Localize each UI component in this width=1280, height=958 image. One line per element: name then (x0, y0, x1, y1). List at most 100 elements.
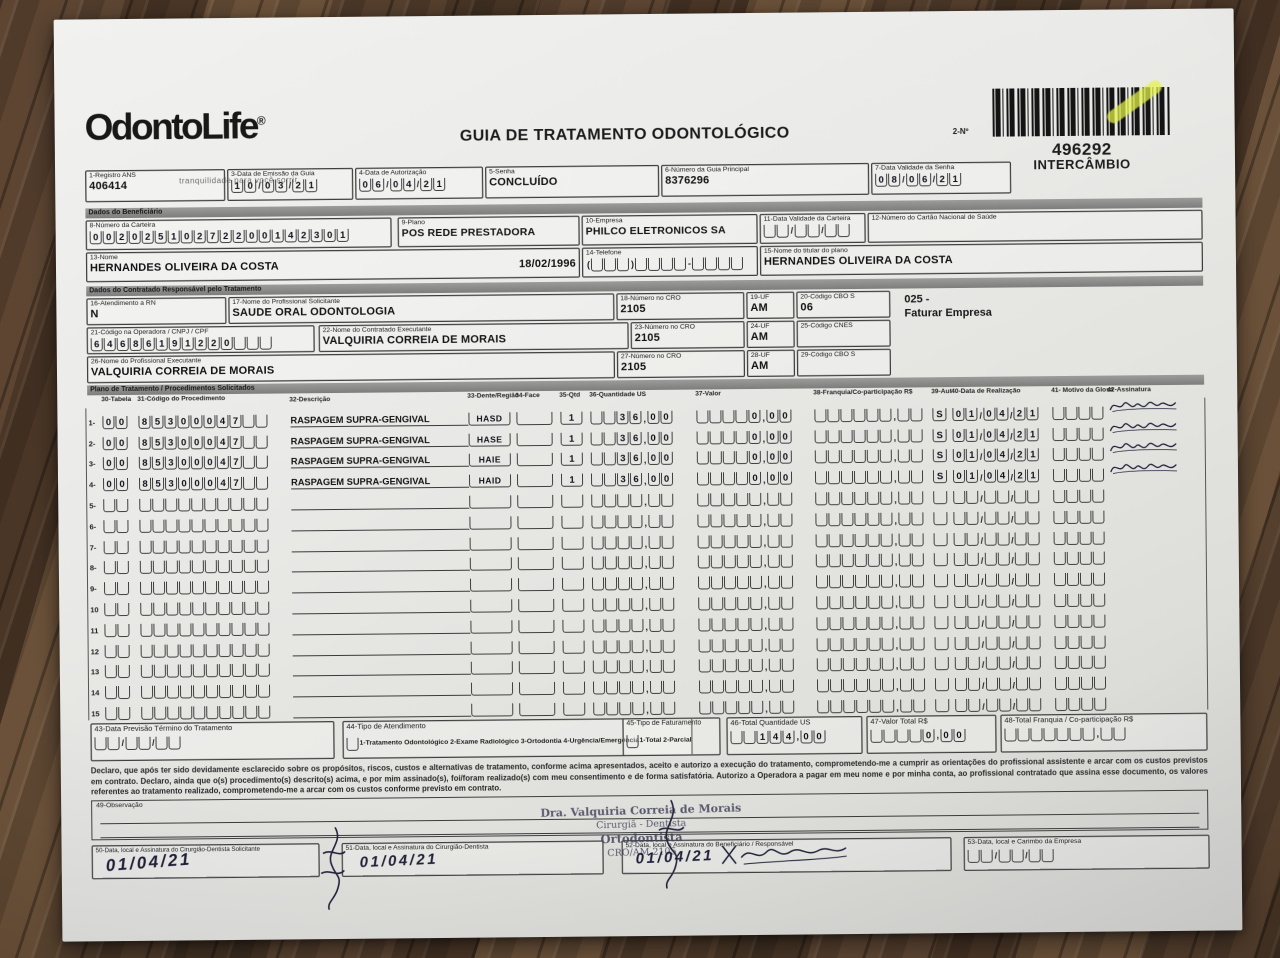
comb-cell (230, 560, 243, 574)
comb-cell: 2 (219, 229, 232, 244)
auth-cell (933, 569, 954, 588)
comb-separator: ( (586, 259, 591, 270)
comb-cell: 0 (812, 730, 826, 744)
procedure-description (292, 662, 471, 677)
comb-cell (562, 681, 586, 695)
comb-cell (709, 451, 722, 465)
comb-cell: 1 (1026, 469, 1040, 483)
comb-cell (1014, 573, 1028, 587)
face-cell (517, 552, 562, 571)
comb-cell (562, 660, 585, 675)
comb-cell (743, 730, 756, 745)
comb-cell (470, 599, 513, 613)
tooth-region-cell (469, 511, 517, 530)
comb-cell (192, 664, 205, 678)
comb-separator: / (258, 180, 261, 191)
comb-cell (517, 557, 554, 571)
comb-cell: 1 (560, 411, 583, 425)
comb-cell: 3 (164, 415, 177, 429)
comb-cell (909, 729, 922, 743)
comb-cell (724, 638, 737, 652)
comb-cell: 3 (616, 452, 629, 466)
comb-cell (1052, 427, 1065, 441)
comb-cell (1052, 448, 1065, 462)
comb-cell (116, 561, 129, 575)
comb-cell (154, 685, 167, 699)
comb-cell (912, 636, 925, 651)
realization-date-comb: / / (954, 610, 1054, 629)
face-cell (518, 594, 562, 613)
realization-date-comb: / / (953, 485, 1053, 505)
comb-cell (722, 409, 735, 424)
comb-cell (933, 491, 948, 505)
total-franquia-comb: , (1004, 726, 1203, 742)
comb-cell (242, 456, 255, 470)
comb-cell (647, 514, 661, 528)
us-quantity-comb: , (591, 551, 698, 570)
comb-cell (603, 411, 616, 425)
comb-cell: 4 (216, 435, 229, 449)
comb-cell (258, 705, 271, 719)
field-value: SAUDE ORAL ODONTOLOGIA (232, 305, 396, 319)
comb-cell: 2 (1013, 407, 1026, 421)
comb-cell (881, 658, 894, 672)
comb-separator: , (645, 621, 649, 632)
comb-cell (1015, 656, 1028, 670)
comb-cell (517, 578, 555, 592)
comb-cell (606, 702, 619, 716)
comb-cell (983, 511, 997, 525)
comb-cell (881, 595, 894, 609)
comb-cell (1054, 593, 1067, 608)
comb-separator: , (893, 432, 897, 443)
comb-cell (139, 519, 152, 533)
comb-cell (218, 601, 231, 616)
comb-cell (244, 622, 257, 636)
comb-cell (985, 657, 998, 671)
comb-cell (897, 512, 911, 526)
value-comb: , (698, 591, 816, 611)
comb-cell (243, 518, 256, 532)
franchise-comb: , (814, 424, 933, 443)
comb-cell (953, 574, 967, 588)
barcode-caption: INTERCÂMBIO (1033, 156, 1131, 173)
field-cro-27: 27-Número no CRO 2105 (616, 350, 746, 379)
us-quantity-comb: , (591, 572, 698, 591)
comb-cell (153, 623, 166, 637)
comb-cell (242, 414, 255, 428)
comb-cell: 5 (151, 415, 164, 429)
comb-separator: / (1025, 850, 1028, 861)
comb-cell (243, 497, 256, 511)
comb-cell (562, 640, 585, 654)
comb-cell (155, 736, 168, 750)
comb-separator: / (979, 472, 983, 484)
col-header-franquia: 38-Franquia/Co-participação R$ (813, 388, 913, 397)
comb-cell (206, 706, 219, 720)
comb-cell (910, 512, 924, 526)
comb-cell (165, 540, 178, 554)
glosa-comb (1052, 464, 1109, 483)
comb-cell (191, 539, 204, 553)
col-header-glosa: 41- Motivo da Glosa (1051, 386, 1114, 395)
comb-cell (910, 449, 923, 463)
comb-separator: / (902, 174, 905, 185)
col-header-aut: 39-Aut (931, 388, 952, 396)
realization-date-comb: / / (954, 631, 1055, 650)
comb-cell (749, 555, 762, 569)
realization-date-comb: 0 1/0 4/2 1 (952, 423, 1053, 442)
comb-cell (631, 618, 644, 632)
comb-cell: 0 (646, 410, 660, 424)
comb-cell: 8 (888, 173, 901, 187)
beneficiary-name: HERNANDES OLIVEIRA DA COSTA (89, 260, 279, 275)
field-label: 43-Data Previsão Término do Tratamento (94, 723, 233, 734)
procedure-description: RASPAGEM SUPRA-GENGIVAL (290, 474, 470, 490)
comb-separator: , (644, 517, 648, 528)
comb-cell: S (932, 470, 948, 484)
comb-separator: / (981, 618, 985, 629)
comb-cell (1028, 615, 1041, 629)
comb-cell: HASD (468, 412, 511, 426)
comb-cell (1091, 406, 1104, 420)
comb-cell (899, 678, 912, 692)
comb-cell (954, 678, 968, 692)
comb-separator: , (894, 515, 898, 526)
